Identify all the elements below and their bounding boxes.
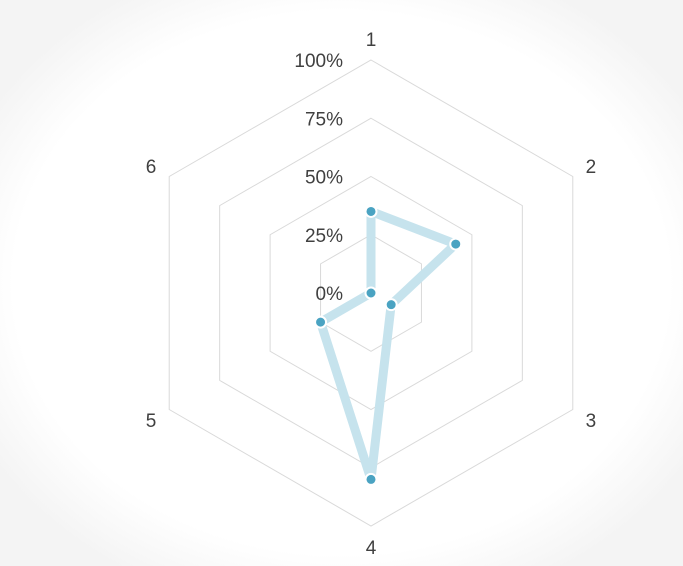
category-label-5: 5 [146, 411, 157, 432]
data-point-3 [384, 298, 398, 312]
category-label-2: 2 [586, 157, 597, 178]
radar-series [314, 204, 463, 486]
grid-ring-4 [168, 59, 574, 527]
tick-label-2: 50% [305, 168, 343, 189]
radial-tick-labels: 0% 25% 50% 75% 100% [294, 51, 343, 305]
grid-ring-1 [320, 234, 422, 352]
tick-label-3: 75% [305, 109, 343, 130]
grid-ring-2 [269, 175, 473, 411]
data-point-5 [314, 315, 328, 329]
category-labels: 1 2 3 4 5 6 [146, 30, 596, 559]
tick-label-0: 0% [316, 284, 344, 305]
category-label-1: 1 [366, 30, 377, 51]
category-label-6: 6 [146, 157, 157, 178]
tick-label-1: 25% [305, 226, 343, 247]
data-point-2 [449, 237, 463, 251]
data-point-4 [364, 472, 378, 486]
tick-label-4: 100% [294, 51, 343, 72]
category-label-3: 3 [586, 411, 597, 432]
data-point-6 [364, 286, 378, 300]
data-point-1 [364, 204, 378, 218]
category-label-4: 4 [366, 538, 377, 559]
